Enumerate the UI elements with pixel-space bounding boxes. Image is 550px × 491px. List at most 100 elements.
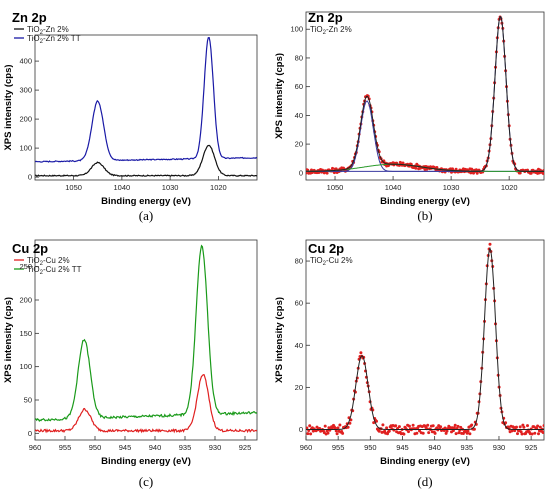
series-line-2: [35, 36, 257, 163]
data-point: [306, 432, 310, 436]
x-tick-label: 950: [89, 443, 102, 452]
data-point: [456, 424, 460, 428]
legend-entry: TiO2-Cu 2%: [310, 256, 353, 267]
data-point: [372, 421, 376, 425]
data-point: [397, 425, 401, 429]
series-line-2: [35, 244, 257, 423]
x-axis-title: Binding energy (eV): [380, 196, 470, 207]
legend-entry: TiO2-Zn 2%: [310, 25, 352, 36]
data-point: [470, 423, 474, 427]
data-point: [411, 423, 415, 427]
y-tick-label: 50: [24, 396, 32, 405]
plot-frame: [34, 239, 258, 441]
fit-envelope-line: [306, 246, 544, 430]
legend-entry: TiO2-Cu 2%: [27, 256, 70, 267]
y-tick-label: 150: [19, 329, 32, 338]
data-point: [439, 425, 443, 429]
legend-entry: TiO2-Zn 2%: [27, 25, 69, 36]
data-point: [542, 424, 544, 428]
data-point: [518, 171, 522, 175]
x-tick-label: 945: [396, 443, 409, 452]
data-point: [529, 171, 533, 175]
y-tick-label: 100: [19, 144, 32, 153]
y-tick-label: 80: [295, 257, 303, 266]
x-tick-label: 1030: [443, 183, 460, 192]
data-point: [427, 431, 431, 435]
y-tick-label: 300: [19, 86, 32, 95]
x-tick-label: 925: [525, 443, 538, 452]
panel-title: Cu 2p: [12, 241, 48, 256]
data-point: [510, 429, 514, 433]
data-point: [452, 426, 456, 430]
y-axis-title: XPS intensity (cps): [274, 297, 285, 383]
y-tick-label: 0: [299, 168, 303, 177]
data-point: [336, 426, 340, 430]
data-point: [537, 432, 540, 436]
data-point: [308, 424, 312, 428]
x-axis-title: Binding energy (eV): [380, 456, 470, 467]
data-point: [443, 426, 447, 430]
y-tick-label: 250: [19, 262, 32, 271]
data-point: [475, 171, 479, 175]
x-tick-label: 930: [493, 443, 506, 452]
x-tick-label: 940: [428, 443, 441, 452]
x-tick-label: 925: [239, 443, 252, 452]
y-tick-label: 20: [295, 140, 303, 149]
data-point: [326, 431, 330, 435]
data-point: [335, 432, 339, 436]
data-point: [468, 432, 472, 436]
y-tick-label: 40: [295, 341, 303, 350]
data-point: [414, 166, 418, 170]
data-point: [457, 431, 461, 435]
data-point: [541, 431, 544, 434]
y-axis-title: XPS intensity (cps): [3, 64, 14, 150]
data-point: [530, 432, 534, 436]
data-point: [306, 426, 309, 430]
y-tick-label: 80: [295, 53, 303, 62]
data-point: [407, 424, 411, 428]
x-tick-label: 1050: [327, 183, 344, 192]
x-axis-title: Binding energy (eV): [101, 456, 191, 467]
data-point: [541, 171, 544, 175]
plot-area: [306, 15, 544, 175]
data-point: [415, 431, 419, 435]
data-point: [338, 423, 342, 427]
y-tick-label: 0: [28, 173, 32, 182]
data-point: [518, 425, 522, 429]
data-point: [504, 421, 508, 425]
data-point: [538, 425, 542, 429]
data-point: [526, 424, 529, 428]
x-tick-label: 1040: [114, 183, 131, 192]
x-tick-label: 940: [149, 443, 162, 452]
data-point: [331, 166, 334, 170]
y-tick-label: 20: [295, 383, 303, 392]
data-point: [387, 429, 391, 433]
x-tick-label: 930: [209, 443, 222, 452]
panel-caption: (b): [417, 208, 432, 223]
data-point: [346, 425, 350, 429]
x-tick-label: 950: [364, 443, 377, 452]
data-point: [333, 426, 337, 430]
x-axis-title: Binding energy (eV): [101, 196, 191, 207]
data-point: [472, 427, 476, 431]
fit-envelope-line: [306, 16, 544, 172]
data-point: [533, 431, 537, 435]
x-tick-label: 935: [461, 443, 474, 452]
x-tick-label: 1020: [210, 183, 227, 192]
plot-area: [35, 36, 257, 177]
panel-caption: (a): [139, 208, 153, 223]
series-line-1: [35, 144, 257, 177]
data-point: [454, 432, 458, 436]
data-point: [323, 424, 327, 428]
data-point: [421, 431, 425, 435]
component-line: [306, 16, 544, 172]
data-point: [519, 430, 523, 434]
data-point: [459, 425, 463, 429]
x-tick-label: 1040: [385, 183, 402, 192]
plot-frame: [305, 11, 545, 181]
panel-title: Cu 2p: [308, 241, 344, 256]
